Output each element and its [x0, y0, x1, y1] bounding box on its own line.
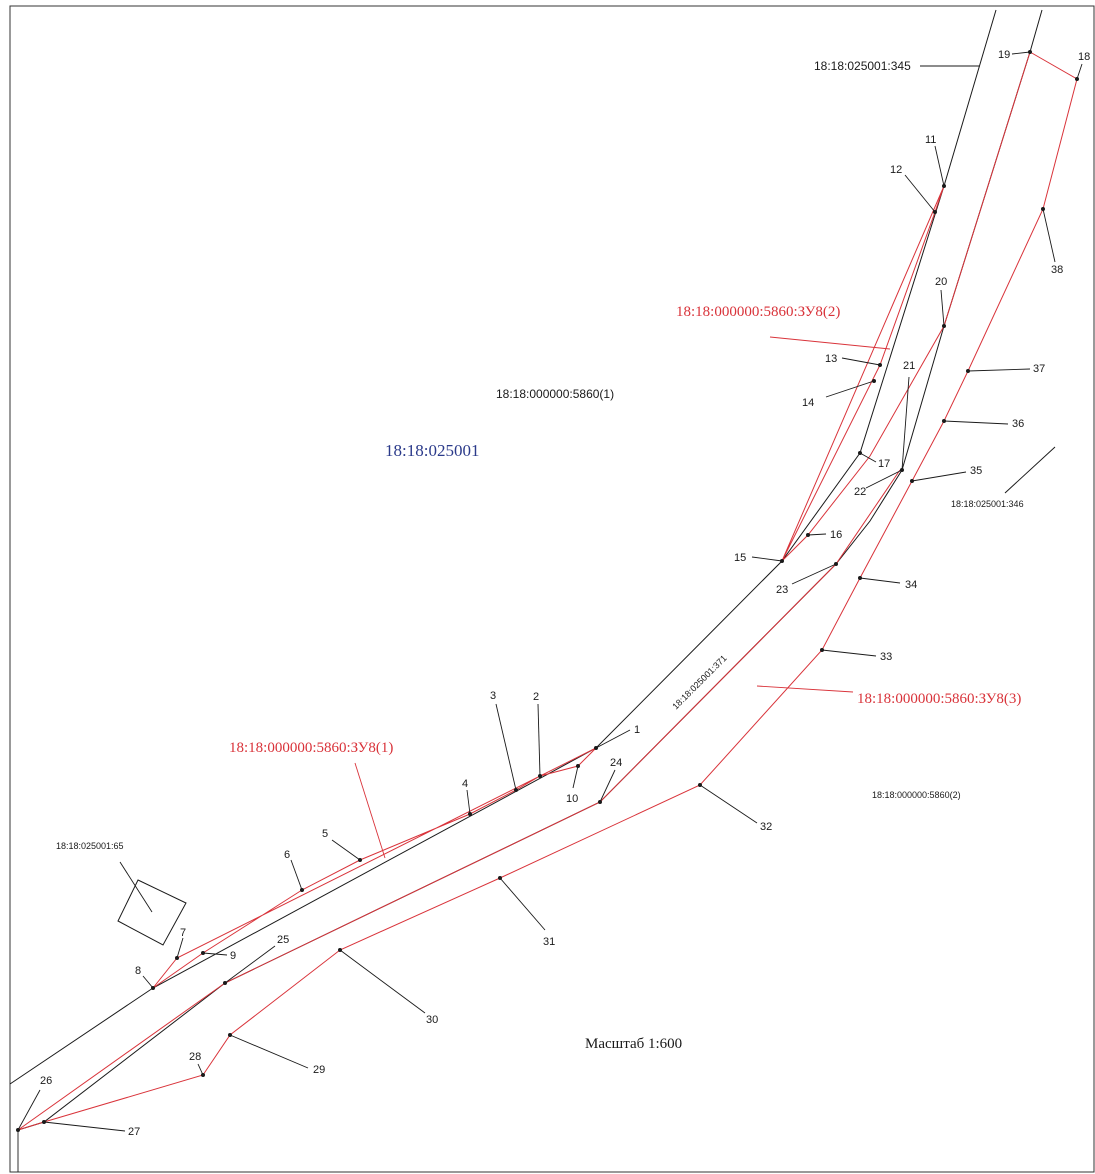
point-label-10: 10: [566, 793, 578, 805]
new-boundaries: [17, 51, 1078, 1131]
point-label-21: 21: [903, 360, 915, 372]
point-label-20: 20: [935, 276, 947, 288]
point-label-13: 13: [825, 353, 837, 365]
zu8-3-inner: [17, 469, 901, 1131]
point-label-4: 4: [462, 778, 468, 790]
point-label-24: 24: [610, 757, 622, 769]
point-label-33: 33: [880, 651, 892, 663]
point-label-2: 2: [533, 691, 539, 703]
point-label-9: 9: [230, 950, 236, 962]
point-label-17: 17: [878, 458, 890, 470]
zu8-1-label: 18:18:000000:5860:ЗУ8(1): [229, 740, 393, 756]
zu8-3-outline: [17, 51, 1078, 1131]
parcel-65-outline: [117, 879, 187, 946]
point-label-6: 6: [284, 849, 290, 861]
point-label-28: 28: [189, 1051, 201, 1063]
point-label-37: 37: [1033, 363, 1045, 375]
parcel-label-346: 18:18:025001:346: [951, 499, 1024, 509]
boundary-371-southeast: [17, 9, 1043, 1131]
point-label-23: 23: [776, 584, 788, 596]
point-label-26: 26: [40, 1075, 52, 1087]
point-leaders: [17, 51, 1083, 1172]
point-label-3: 3: [490, 690, 496, 702]
point-label-19: 19: [998, 49, 1010, 61]
point-label-1: 1: [634, 724, 640, 736]
point-label-7: 7: [180, 927, 186, 939]
zu8-2-label: 18:18:000000:5860:ЗУ8(2): [676, 304, 840, 320]
point-label-36: 36: [1012, 418, 1024, 430]
zu8-3-label: 18:18:000000:5860:ЗУ8(3): [857, 691, 1021, 707]
point-label-16: 16: [830, 529, 842, 541]
parcel-label-5860-1: 18:18:000000:5860(1): [496, 387, 614, 401]
vertices: [16, 50, 1079, 1132]
point-label-31: 31: [543, 936, 555, 948]
point-label-30: 30: [426, 1014, 438, 1026]
point-label-38: 38: [1051, 264, 1063, 276]
scale-label: Масштаб 1:600: [585, 1036, 682, 1052]
point-label-14: 14: [802, 397, 814, 409]
point-label-11: 11: [925, 134, 936, 146]
point-label-25: 25: [277, 934, 289, 946]
point-labels: 1 2 3 4 5 6 7 8 9 10 11 12 13 14 15 16 1…: [40, 49, 1090, 1138]
map-frame: [9, 5, 1095, 1173]
point-label-18: 18: [1078, 51, 1090, 63]
parcel-label-345: 18:18:025001:345: [814, 59, 911, 73]
point-label-5: 5: [322, 828, 328, 840]
parcel-label-5860-2: 18:18:000000:5860(2): [872, 790, 961, 800]
parcel-label-371: 18:18:025001:371: [670, 653, 728, 711]
existing-boundaries: [9, 9, 1056, 1131]
point-label-12: 12: [890, 164, 902, 176]
point-label-27: 27: [128, 1126, 140, 1138]
point-label-15: 15: [734, 552, 746, 564]
cadastral-block-label: 18:18:025001: [385, 441, 479, 460]
point-label-29: 29: [313, 1064, 325, 1076]
point-label-34: 34: [905, 579, 917, 591]
zu-labels: 18:18:000000:5860:ЗУ8(1) 18:18:000000:58…: [229, 304, 1021, 756]
point-label-32: 32: [760, 821, 772, 833]
boundary-346-stub: [1004, 446, 1056, 494]
parcel-labels: 18:18:025001:345 18:18:000000:5860(1) 18…: [56, 59, 1024, 851]
point-label-22: 22: [854, 486, 866, 498]
parcel-label-65: 18:18:025001:65: [56, 841, 124, 851]
point-label-35: 35: [970, 465, 982, 477]
point-label-8: 8: [135, 965, 141, 977]
